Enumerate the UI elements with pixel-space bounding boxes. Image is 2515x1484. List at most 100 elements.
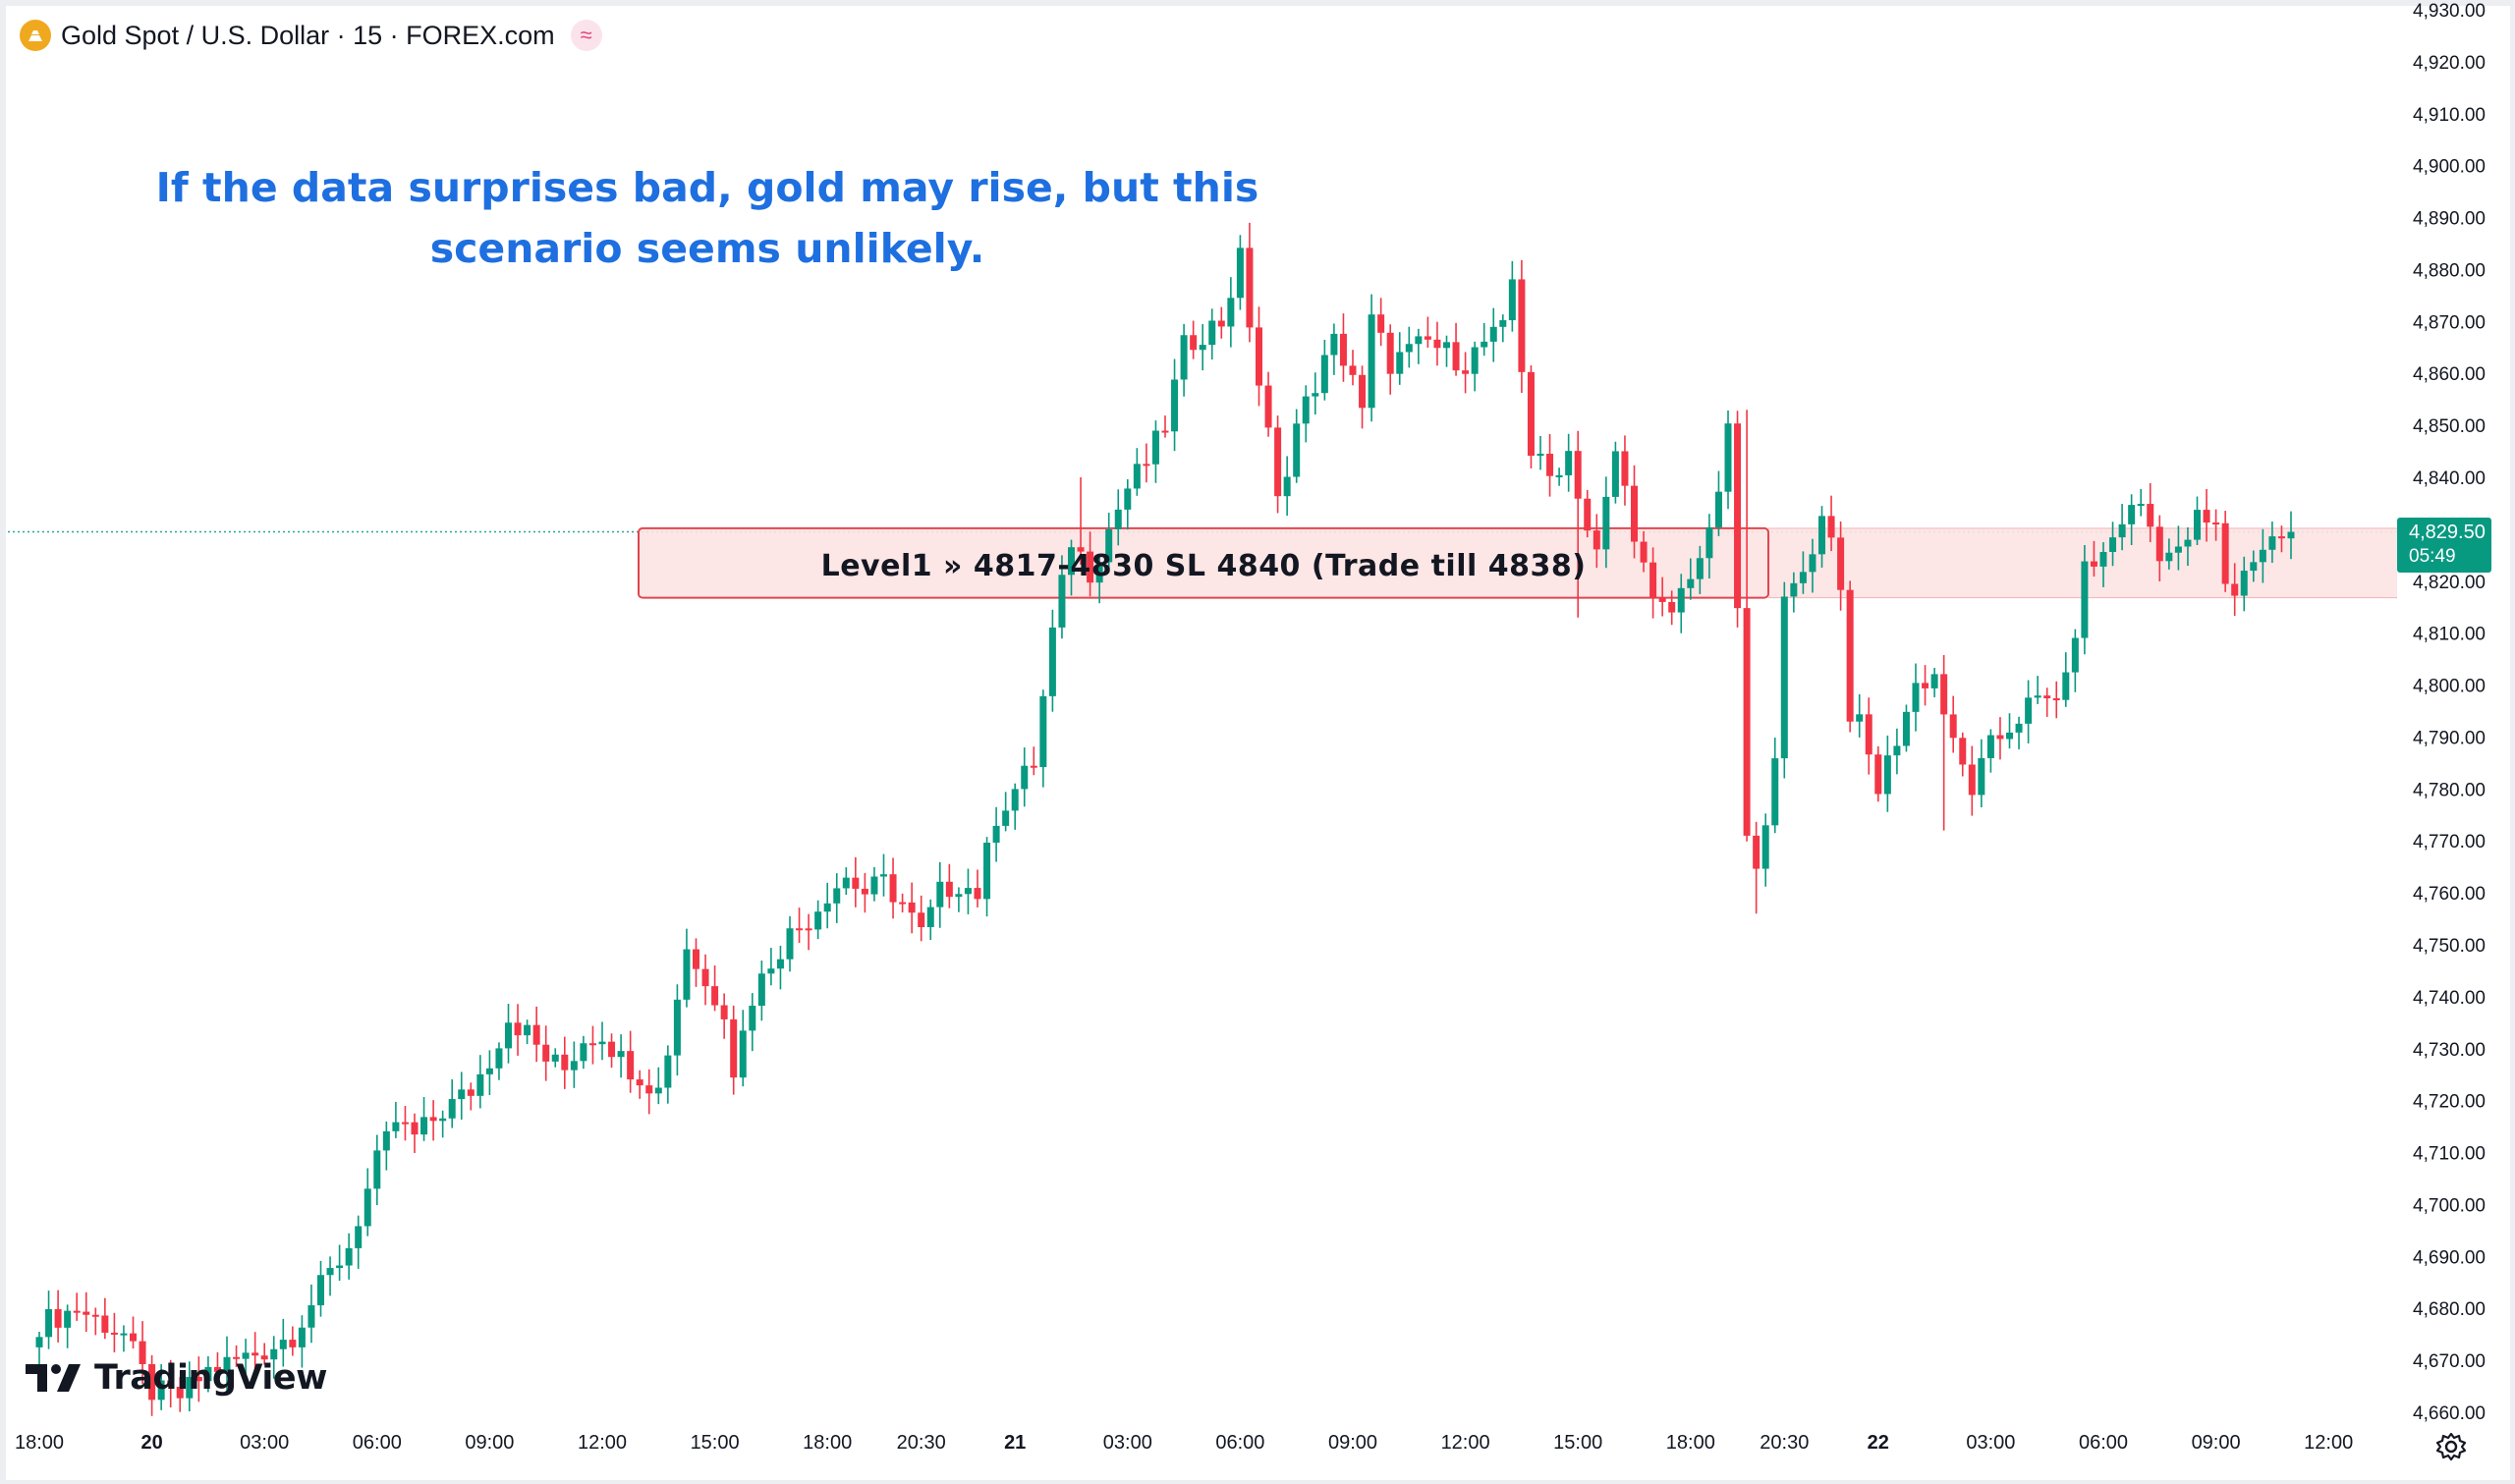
candle-body (1584, 498, 1592, 531)
candle-body (1359, 374, 1367, 409)
candle-body (186, 1377, 194, 1399)
x-tick-label: 18:00 (803, 1432, 852, 1454)
y-tick-label: 4,800.00 (2413, 677, 2486, 697)
candle-body (701, 968, 709, 987)
candle-body (1302, 396, 1310, 424)
zone-label[interactable]: Level1 » 4817-4830 SL 4840 (Trade till 4… (820, 548, 1587, 583)
candle-body (749, 1006, 756, 1031)
candle-body (1771, 758, 1779, 826)
candle-body (2240, 571, 2248, 596)
candle-body (448, 1099, 456, 1119)
x-tick-label: 20:30 (1760, 1432, 1809, 1454)
market-status-icon[interactable]: ≈ (570, 20, 602, 51)
candle-body (1696, 558, 1704, 579)
candle-body (1809, 554, 1816, 573)
candle-body (1621, 451, 1629, 486)
candle-body (279, 1340, 287, 1349)
zone-border[interactable] (638, 526, 1769, 599)
last-price-label: 4,829.50 05:49 (2397, 518, 2491, 573)
candle-body (213, 1366, 221, 1372)
x-tick-label: 03:00 (1103, 1432, 1152, 1454)
candle-body (1264, 385, 1272, 428)
candle-body (711, 986, 719, 1006)
candlestick-series (35, 222, 2295, 1416)
candle-body (101, 1315, 109, 1333)
candle-body (167, 1380, 175, 1388)
candle-body (992, 825, 1000, 843)
candle-body (627, 1051, 635, 1080)
x-tick-label: 06:00 (2079, 1432, 2128, 1454)
y-tick-label: 4,770.00 (2413, 832, 2486, 852)
symbol-header[interactable]: Gold Spot / U.S. Dollar · 15 · FOREX.com… (20, 18, 602, 53)
price-axis[interactable]: 4,660.00 4,670.00 4,680.00 4,690.00 4,700.00… (2413, 1, 2486, 1424)
candle-body (336, 1265, 344, 1269)
candle-body (35, 1337, 43, 1347)
candle-body (1368, 314, 1375, 409)
chart-annotation[interactable]: If the data surprises bad, gold may rise… (128, 157, 1287, 279)
candle-body (551, 1054, 559, 1062)
candle-body (936, 881, 944, 907)
candle-body (1761, 825, 1769, 869)
candle-body (1705, 526, 1713, 559)
candle-body (242, 1352, 250, 1359)
candle-body (1827, 516, 1835, 538)
candle-body (2165, 552, 2173, 562)
candle-body (1415, 336, 1423, 345)
candle-body (974, 888, 981, 900)
candle-body (1227, 298, 1235, 327)
candle-body (1893, 745, 1901, 756)
candle-body (1171, 379, 1179, 432)
window-frame-top (0, 0, 2515, 6)
tradingview-watermark[interactable]: TradingView (26, 1358, 327, 1398)
candle-body (598, 1041, 606, 1045)
candle-body (757, 973, 765, 1007)
candle-body (608, 1041, 616, 1058)
x-tick-label: 12:00 (2304, 1432, 2353, 1454)
y-tick-label: 4,860.00 (2413, 364, 2486, 385)
candle-body (823, 903, 831, 912)
candle-body (204, 1366, 212, 1382)
candle-body (842, 877, 850, 889)
candle-body (326, 1268, 334, 1276)
candle-body (542, 1044, 550, 1062)
candle-body (1780, 596, 1788, 759)
y-tick-label: 4,920.00 (2413, 53, 2486, 74)
x-tick-label: 15:00 (1553, 1432, 1602, 1454)
candle-body (485, 1068, 493, 1074)
candle-body (2184, 539, 2192, 547)
candle-body (2025, 697, 2033, 724)
candle-body (1312, 393, 1319, 397)
candle-body (645, 1085, 653, 1094)
candle-body (2043, 695, 2051, 699)
candle-body (1217, 320, 1225, 327)
candle-body (1190, 335, 1198, 351)
time-axis[interactable]: 18:00 20 03:00 06:00 09:00 12:00 15:00 18:00 20:… (15, 1432, 2353, 1454)
candle-body (1396, 352, 1404, 374)
candle-body (814, 911, 822, 930)
candle-body (64, 1310, 72, 1328)
candle-body (2212, 522, 2220, 525)
x-tick-label: 06:00 (353, 1432, 402, 1454)
y-tick-label: 4,880.00 (2413, 260, 2486, 281)
x-tick-label: 06:00 (1215, 1432, 1264, 1454)
candle-body (1068, 547, 1075, 576)
y-tick-label: 4,910.00 (2413, 105, 2486, 126)
candle-body (1518, 279, 1526, 372)
candle-body (345, 1247, 353, 1266)
y-tick-label: 4,930.00 (2413, 1, 2486, 22)
candle-body (1161, 430, 1169, 433)
candle-body (1631, 485, 1638, 542)
candle-body (73, 1310, 81, 1313)
candle-body (307, 1305, 315, 1328)
y-tick-label: 4,780.00 (2413, 780, 2486, 800)
candle-body (1433, 339, 1441, 349)
candle-body (693, 949, 699, 969)
candle-body (2259, 549, 2266, 563)
window-frame-right (2510, 0, 2515, 1484)
settings-gear-icon[interactable] (2434, 1430, 2468, 1463)
symbol-title[interactable]: Gold Spot / U.S. Dollar · 15 · FOREX.com (61, 20, 555, 50)
candle-body (458, 1089, 466, 1100)
candle-body (289, 1340, 297, 1347)
candle-body (1799, 572, 1807, 583)
